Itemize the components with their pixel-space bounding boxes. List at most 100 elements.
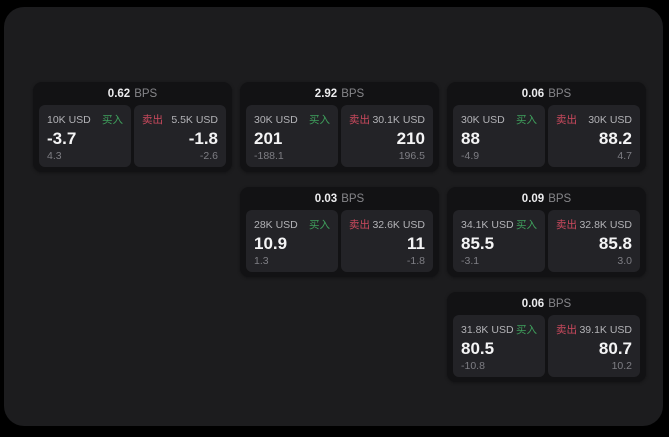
buy-panel[interactable]: 28K USD 买入 10.9 1.3	[246, 210, 338, 272]
sell-panel-header: 卖出 32.8K USD	[556, 217, 632, 232]
buy-sub-value: 4.3	[47, 149, 62, 162]
cards-grid: 0.62 BPS 10K USD 买入 -3.7 4.3 卖出 5.5K USD…	[33, 82, 646, 382]
sell-amount: 30K USD	[588, 113, 632, 126]
buy-amount: 34.1K USD	[461, 218, 514, 231]
buy-panel-header: 30K USD 买入	[461, 112, 537, 127]
buy-side-label: 买入	[102, 114, 123, 126]
quote-card: 0.62 BPS 10K USD 买入 -3.7 4.3 卖出 5.5K USD…	[33, 82, 232, 172]
sell-side-label: 卖出	[556, 219, 577, 231]
sell-panel-header: 卖出 32.6K USD	[349, 217, 425, 232]
card-body: 31.8K USD 买入 80.5 -10.8 卖出 39.1K USD 80.…	[447, 315, 646, 382]
quote-card: 0.09 BPS 34.1K USD 买入 85.5 -3.1 卖出 32.8K…	[447, 187, 646, 277]
sell-amount: 5.5K USD	[171, 113, 218, 126]
buy-sub-value: -3.1	[461, 254, 480, 267]
sell-side-label: 卖出	[349, 114, 370, 126]
sell-panel[interactable]: 卖出 32.6K USD 11 -1.8	[341, 210, 433, 272]
card-spread-header: 2.92 BPS	[240, 82, 439, 105]
sell-price: 88.2	[598, 129, 632, 149]
buy-amount: 30K USD	[254, 113, 298, 126]
card-body: 10K USD 买入 -3.7 4.3 卖出 5.5K USD -1.8 -2.…	[33, 105, 232, 172]
buy-panel[interactable]: 30K USD 买入 88 -4.9	[453, 105, 545, 167]
card-spread-header: 0.06 BPS	[447, 292, 646, 315]
sell-price: 80.7	[598, 339, 632, 359]
sell-sub-value: -1.8	[406, 254, 425, 267]
quote-card: 0.06 BPS 30K USD 买入 88 -4.9 卖出 30K USD 8…	[447, 82, 646, 172]
buy-price: 201	[254, 129, 283, 149]
buy-side-label: 买入	[516, 219, 537, 231]
sell-side-label: 卖出	[556, 114, 577, 126]
buy-price: 88	[461, 129, 480, 149]
sell-panel-header: 卖出 5.5K USD	[142, 112, 218, 127]
sell-amount: 30.1K USD	[372, 113, 425, 126]
buy-side-label: 买入	[516, 114, 537, 126]
buy-panel-header: 30K USD 买入	[254, 112, 330, 127]
spread-value: 0.06	[521, 297, 545, 310]
buy-price: 10.9	[254, 234, 288, 254]
sell-panel-header: 卖出 39.1K USD	[556, 322, 632, 337]
sell-side-label: 卖出	[556, 324, 577, 336]
sell-panel-header: 卖出 30K USD	[556, 112, 632, 127]
buy-amount: 10K USD	[47, 113, 91, 126]
buy-side-label: 买入	[309, 219, 330, 231]
buy-sub-value: -10.8	[461, 359, 485, 372]
buy-panel[interactable]: 34.1K USD 买入 85.5 -3.1	[453, 210, 545, 272]
spread-value: 0.09	[521, 192, 545, 205]
card-spread-header: 0.09 BPS	[447, 187, 646, 210]
sell-side-label: 卖出	[142, 114, 163, 126]
buy-panel-header: 34.1K USD 买入	[461, 217, 537, 232]
quote-card: 0.06 BPS 31.8K USD 买入 80.5 -10.8 卖出 39.1…	[447, 292, 646, 382]
buy-panel[interactable]: 31.8K USD 买入 80.5 -10.8	[453, 315, 545, 377]
spread-unit-label: BPS	[548, 192, 572, 205]
card-body: 34.1K USD 买入 85.5 -3.1 卖出 32.8K USD 85.8…	[447, 210, 646, 277]
spread-unit-label: BPS	[548, 87, 572, 100]
buy-panel-header: 31.8K USD 买入	[461, 322, 537, 337]
card-body: 30K USD 买入 88 -4.9 卖出 30K USD 88.2 4.7	[447, 105, 646, 172]
spread-unit-label: BPS	[548, 297, 572, 310]
sell-price: 11	[407, 234, 425, 254]
buy-panel-header: 28K USD 买入	[254, 217, 330, 232]
sell-panel[interactable]: 卖出 39.1K USD 80.7 10.2	[548, 315, 640, 377]
sell-panel[interactable]: 卖出 30.1K USD 210 196.5	[341, 105, 433, 167]
sell-side-label: 卖出	[349, 219, 370, 231]
buy-price: 85.5	[461, 234, 495, 254]
buy-amount: 31.8K USD	[461, 323, 514, 336]
buy-sub-value: 1.3	[254, 254, 269, 267]
sell-sub-value: -2.6	[199, 149, 218, 162]
sell-sub-value: 196.5	[398, 149, 425, 162]
sell-price: 85.8	[598, 234, 632, 254]
sell-sub-value: 4.7	[617, 149, 632, 162]
sell-price: 210	[396, 129, 425, 149]
card-body: 30K USD 买入 201 -188.1 卖出 30.1K USD 210 1…	[240, 105, 439, 172]
buy-sub-value: -4.9	[461, 149, 480, 162]
buy-side-label: 买入	[309, 114, 330, 126]
buy-amount: 30K USD	[461, 113, 505, 126]
buy-sub-value: -188.1	[254, 149, 284, 162]
sell-price: -1.8	[188, 129, 218, 149]
sell-panel[interactable]: 卖出 32.8K USD 85.8 3.0	[548, 210, 640, 272]
spread-value: 0.06	[521, 87, 545, 100]
sell-panel[interactable]: 卖出 30K USD 88.2 4.7	[548, 105, 640, 167]
spread-value: 0.03	[314, 192, 338, 205]
buy-side-label: 买入	[516, 324, 537, 336]
card-body: 28K USD 买入 10.9 1.3 卖出 32.6K USD 11 -1.8	[240, 210, 439, 277]
sell-panel-header: 卖出 30.1K USD	[349, 112, 425, 127]
spread-unit-label: BPS	[341, 192, 365, 205]
spread-unit-label: BPS	[341, 87, 365, 100]
buy-amount: 28K USD	[254, 218, 298, 231]
quote-card: 2.92 BPS 30K USD 买入 201 -188.1 卖出 30.1K …	[240, 82, 439, 172]
buy-price: -3.7	[47, 129, 77, 149]
card-spread-header: 0.03 BPS	[240, 187, 439, 210]
sell-panel[interactable]: 卖出 5.5K USD -1.8 -2.6	[134, 105, 226, 167]
buy-panel[interactable]: 30K USD 买入 201 -188.1	[246, 105, 338, 167]
spread-unit-label: BPS	[134, 87, 158, 100]
quotes-panel: 0.62 BPS 10K USD 买入 -3.7 4.3 卖出 5.5K USD…	[4, 7, 663, 426]
quote-card: 0.03 BPS 28K USD 买入 10.9 1.3 卖出 32.6K US…	[240, 187, 439, 277]
card-spread-header: 0.62 BPS	[33, 82, 232, 105]
sell-sub-value: 10.2	[611, 359, 632, 372]
buy-panel-header: 10K USD 买入	[47, 112, 123, 127]
buy-price: 80.5	[461, 339, 495, 359]
spread-value: 0.62	[107, 87, 131, 100]
sell-sub-value: 3.0	[617, 254, 632, 267]
spread-value: 2.92	[314, 87, 338, 100]
buy-panel[interactable]: 10K USD 买入 -3.7 4.3	[39, 105, 131, 167]
